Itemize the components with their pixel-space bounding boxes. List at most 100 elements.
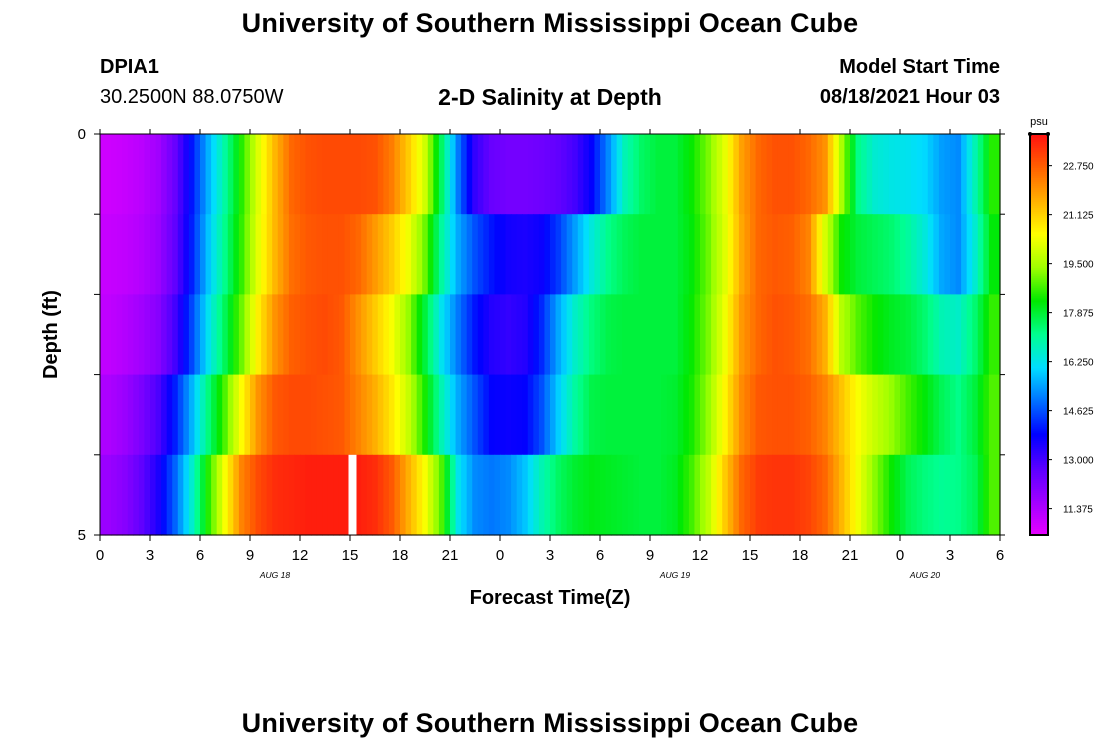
colorbar-segment	[1030, 416, 1048, 420]
colorbar-segment	[1030, 426, 1048, 430]
y-tick-label: 0	[78, 126, 86, 143]
heat-cell	[355, 454, 362, 536]
colorbar-segment	[1030, 230, 1048, 233]
heat-cell	[394, 294, 401, 376]
colorbar-segment	[1030, 410, 1048, 414]
heat-cell	[605, 294, 612, 376]
heat-cell	[622, 294, 629, 376]
heat-cell	[372, 214, 379, 295]
colorbar-segment	[1030, 398, 1048, 402]
heat-cell	[888, 374, 896, 456]
heat-cell	[850, 134, 857, 215]
heat-cell	[294, 294, 301, 376]
heat-cell	[983, 214, 990, 295]
heat-cell	[516, 214, 523, 295]
heat-cell	[261, 294, 268, 376]
heat-cell	[422, 214, 429, 295]
heat-cell	[461, 214, 468, 295]
heat-cell	[588, 454, 596, 536]
heat-cell	[805, 294, 812, 376]
heat-cell	[294, 134, 301, 215]
colorbar-segment	[1030, 316, 1048, 320]
heat-cell	[622, 214, 629, 295]
heat-cell	[405, 454, 412, 536]
date-label: AUG 20	[909, 570, 941, 580]
heat-cell	[561, 294, 568, 376]
heat-cell	[533, 214, 540, 295]
x-tick-label: 15	[342, 547, 359, 564]
heat-cell	[950, 214, 957, 295]
heat-cell	[983, 134, 990, 215]
heat-cell	[772, 214, 779, 295]
colorbar-segment	[1030, 288, 1048, 291]
heat-cell	[577, 454, 584, 536]
heat-cell	[355, 134, 362, 215]
heat-cell	[483, 134, 490, 215]
colorbar-segment	[1030, 438, 1048, 442]
axes: 0 3 6 9 12 15 18 21 0 3 6 9 12 15 18 21 0 3 6 AUG 18 AUG 19 A…	[78, 126, 1005, 580]
heat-cell	[522, 454, 529, 536]
heat-cell	[883, 454, 890, 536]
heat-cell	[355, 214, 362, 295]
heat-cell	[538, 214, 546, 295]
heat-cell	[450, 214, 457, 295]
heat-cell	[561, 214, 568, 295]
colorbar-segment	[1030, 208, 1048, 211]
heat-cell	[677, 294, 684, 376]
heat-cell	[472, 214, 479, 295]
heat-cell	[316, 374, 323, 456]
heat-cell	[505, 374, 512, 456]
heat-cell	[255, 214, 262, 295]
heat-cell	[900, 134, 907, 215]
heat-cell	[916, 374, 923, 456]
colorbar-segment	[1030, 502, 1048, 506]
heat-cell	[155, 214, 162, 295]
heat-cell	[738, 454, 746, 536]
colorbar-segment	[1030, 300, 1048, 304]
colorbar-segment	[1030, 506, 1048, 510]
heat-cell	[527, 454, 534, 536]
heat-cell	[583, 454, 590, 536]
colorbar-segment	[1030, 278, 1048, 281]
heat-cell	[961, 134, 968, 215]
x-tick-label: 12	[692, 547, 709, 564]
heat-cell	[111, 374, 118, 456]
heat-cell	[383, 374, 390, 456]
heat-cell	[616, 294, 623, 376]
heat-cell	[150, 294, 157, 376]
heat-cell	[344, 374, 351, 456]
heat-cell	[194, 134, 201, 215]
heat-cell	[522, 374, 529, 456]
heat-cell	[838, 374, 846, 456]
heat-cell	[411, 294, 418, 376]
heat-cell	[461, 294, 468, 376]
colorbar-segment	[1030, 456, 1048, 460]
heat-cell	[988, 214, 996, 295]
heat-cell	[155, 374, 162, 456]
heat-cell	[594, 454, 601, 536]
x-tick-label: 3	[146, 547, 154, 564]
colorbar-segment	[1030, 480, 1048, 484]
heat-cell	[672, 374, 679, 456]
x-tick-label: 6	[596, 547, 604, 564]
colorbar-segment	[1030, 182, 1048, 185]
heat-cell	[116, 454, 123, 536]
heat-cell	[266, 294, 273, 376]
colorbar-segment	[1030, 514, 1048, 518]
heat-cell	[277, 134, 284, 215]
heat-cell	[627, 374, 634, 456]
heat-cell	[377, 374, 384, 456]
colorbar-segment	[1030, 328, 1048, 332]
colorbar-segment	[1030, 174, 1048, 177]
heat-cell	[172, 214, 179, 295]
colorbar-segment	[1030, 450, 1048, 454]
heat-cell	[716, 294, 723, 376]
heat-cell	[811, 294, 818, 376]
heat-cell	[638, 214, 646, 295]
heat-cell	[283, 374, 290, 456]
heat-cell	[272, 214, 279, 295]
heat-cell	[633, 374, 640, 456]
heat-cell	[366, 454, 373, 536]
heat-cell	[972, 134, 979, 215]
heat-cell	[672, 134, 679, 215]
